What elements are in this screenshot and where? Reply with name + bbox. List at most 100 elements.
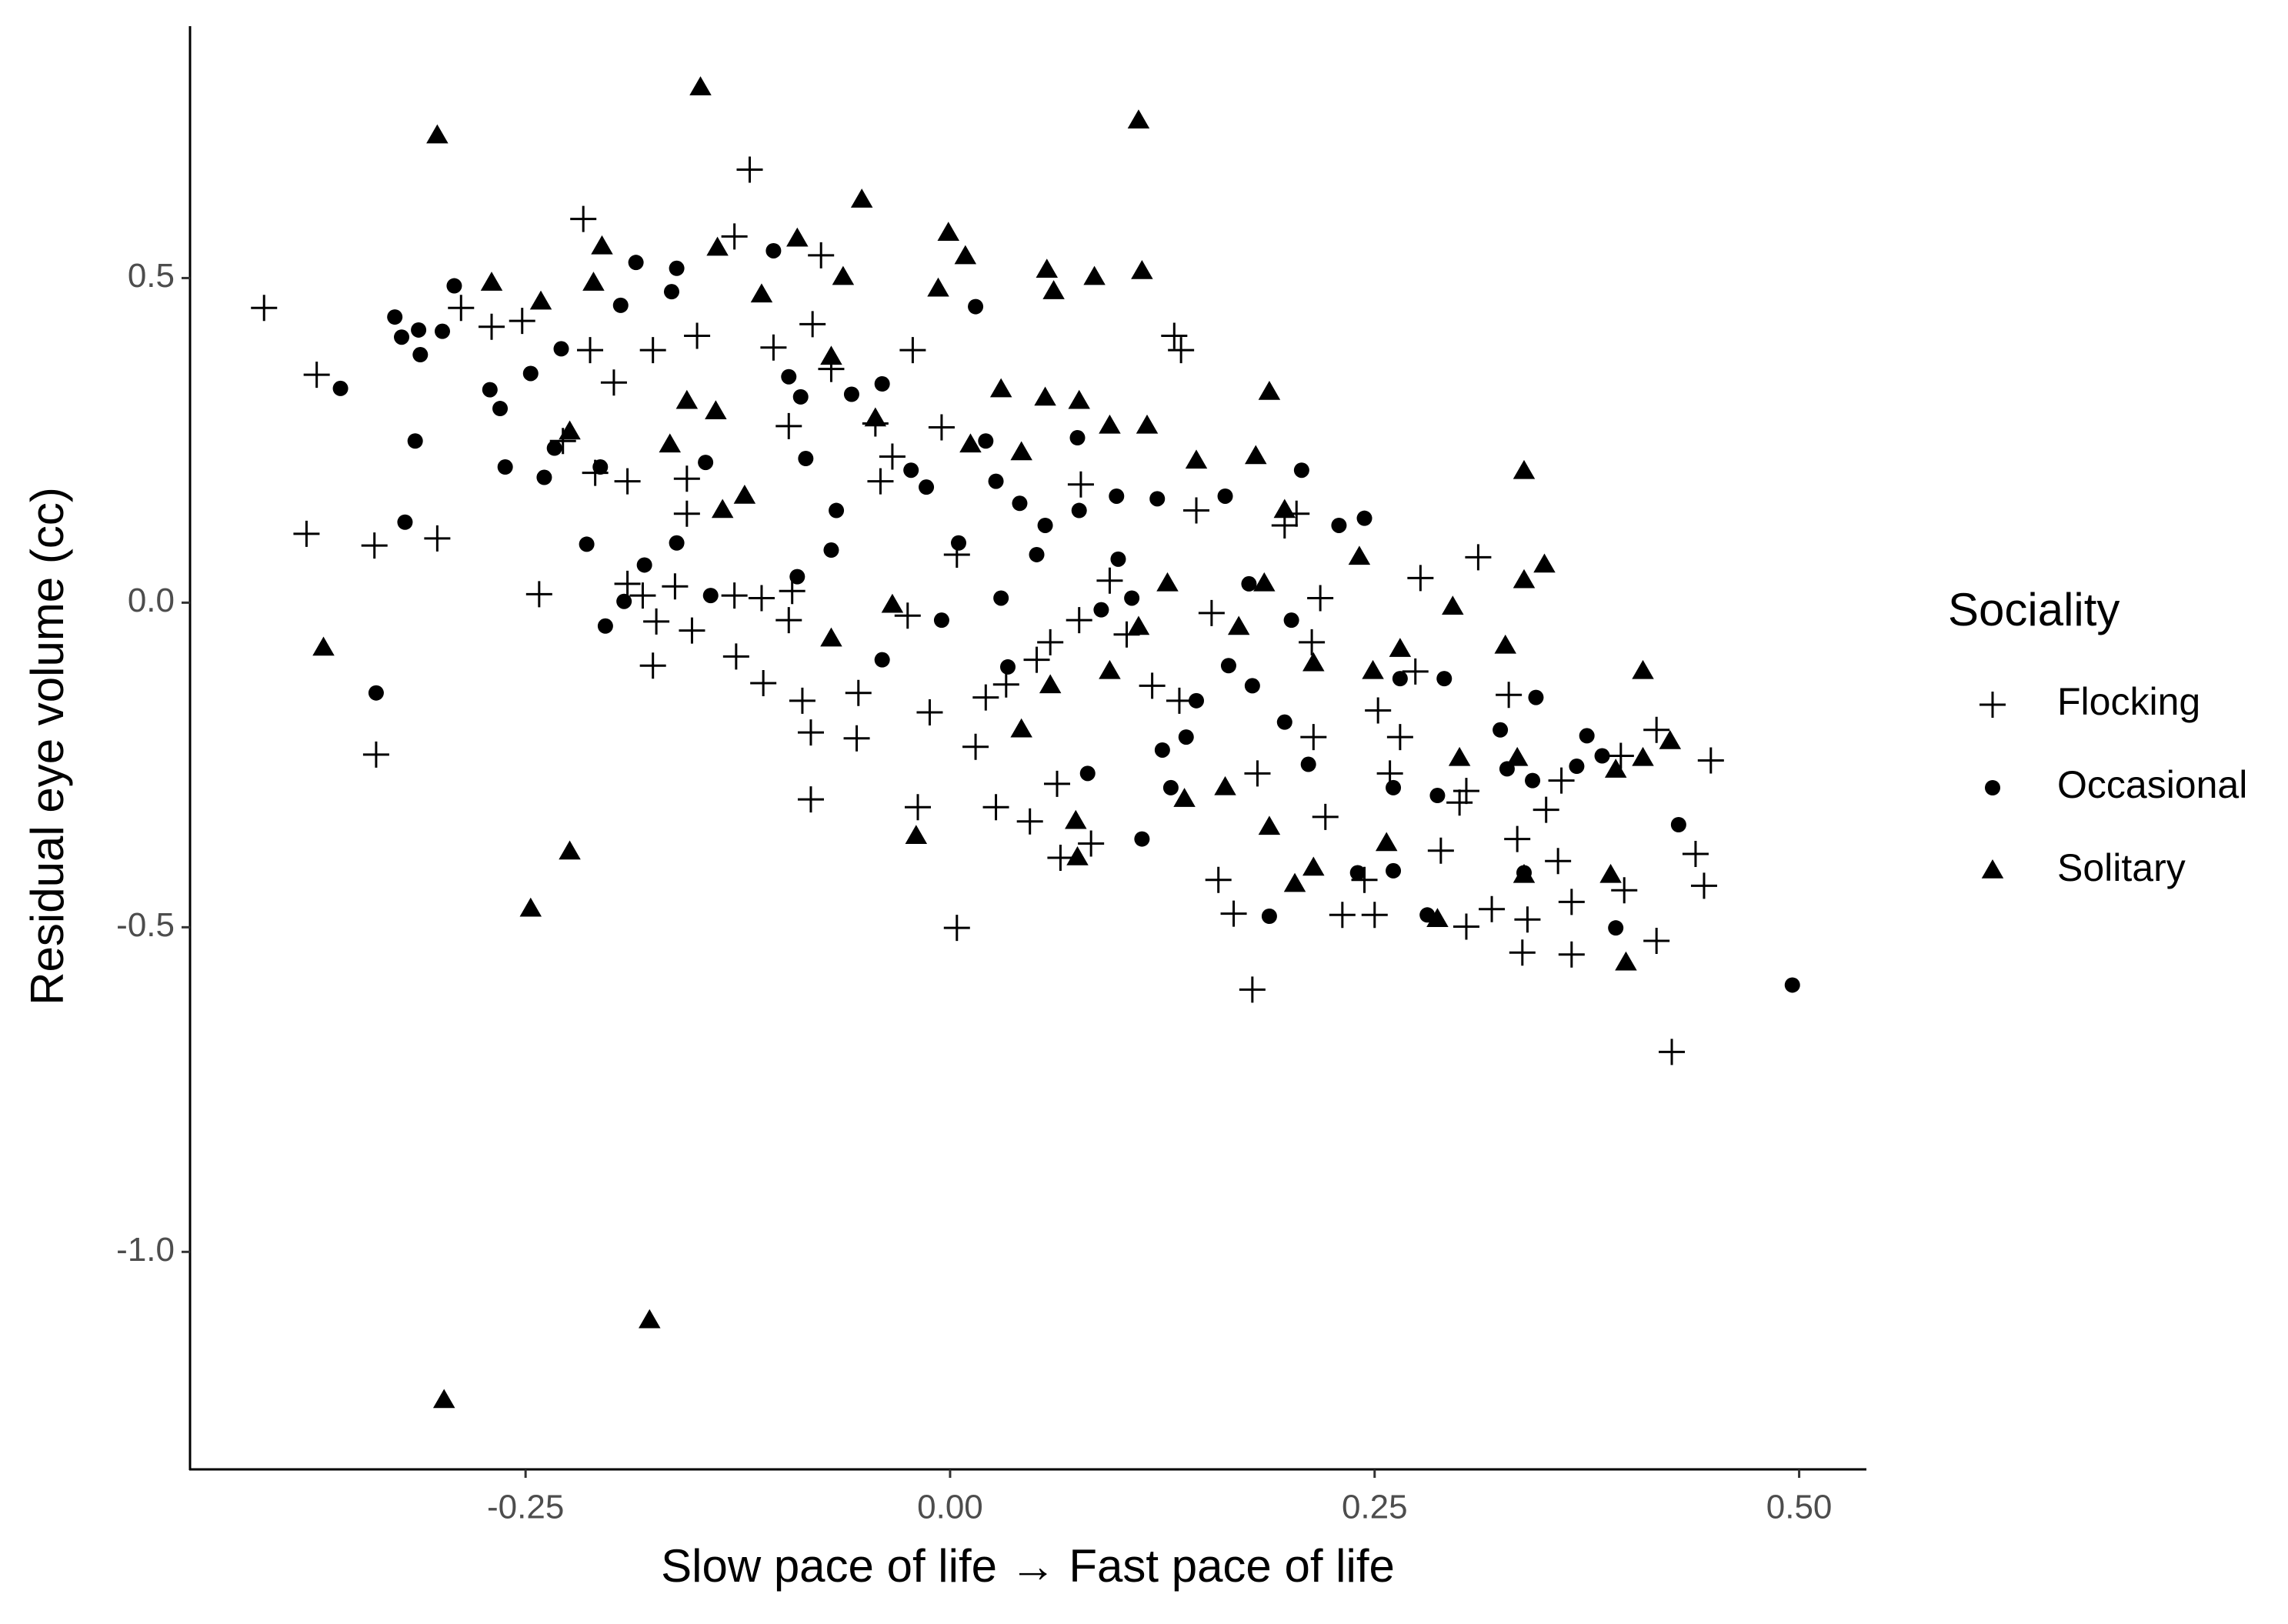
point xyxy=(750,283,773,303)
point xyxy=(432,1389,455,1409)
point xyxy=(663,284,679,300)
point xyxy=(1083,265,1106,285)
point xyxy=(1244,678,1260,694)
point xyxy=(570,205,597,232)
point xyxy=(899,337,926,364)
point xyxy=(1124,590,1140,606)
point xyxy=(1110,551,1126,567)
point xyxy=(927,277,949,297)
point xyxy=(536,469,552,485)
legend-key xyxy=(1981,859,2004,879)
point xyxy=(775,412,802,439)
point xyxy=(1149,491,1166,507)
point xyxy=(1419,907,1436,923)
point xyxy=(1494,634,1516,654)
point xyxy=(553,341,569,357)
point xyxy=(916,699,943,726)
point xyxy=(1258,380,1281,400)
point xyxy=(1065,809,1087,829)
point xyxy=(1643,716,1670,743)
point xyxy=(1078,830,1105,857)
point xyxy=(293,520,320,547)
point xyxy=(479,313,505,340)
point xyxy=(614,570,641,597)
point xyxy=(675,389,699,409)
point xyxy=(1659,729,1682,749)
point xyxy=(1632,746,1654,766)
point xyxy=(1156,572,1179,592)
point xyxy=(879,443,906,470)
point xyxy=(1509,939,1536,966)
plot-area xyxy=(251,76,1800,1409)
point xyxy=(1407,565,1434,592)
point xyxy=(943,915,970,942)
y-tick-label: 0.0 xyxy=(128,582,175,619)
point xyxy=(919,479,935,495)
point xyxy=(1615,951,1637,971)
legend-title: Sociality xyxy=(1948,584,2120,635)
point xyxy=(482,382,498,398)
point xyxy=(1068,389,1090,409)
point xyxy=(799,311,826,338)
point xyxy=(1134,831,1150,847)
point xyxy=(669,260,685,276)
point xyxy=(1245,445,1267,465)
point xyxy=(1244,760,1271,787)
point xyxy=(1198,599,1225,626)
point xyxy=(1258,815,1281,835)
point xyxy=(1558,941,1585,968)
point xyxy=(1096,567,1123,594)
point xyxy=(1448,746,1471,766)
point xyxy=(434,323,450,339)
point xyxy=(959,433,982,453)
point xyxy=(993,590,1009,606)
point xyxy=(394,329,410,345)
y-tick-label: 0.5 xyxy=(128,257,175,295)
point xyxy=(1604,759,1627,778)
point xyxy=(1690,872,1717,899)
point xyxy=(832,265,855,285)
point xyxy=(1386,779,1402,795)
point xyxy=(1299,629,1326,655)
point xyxy=(368,685,384,701)
point xyxy=(1513,863,1536,883)
point xyxy=(1365,697,1392,724)
point xyxy=(616,593,632,609)
point xyxy=(797,786,824,813)
point xyxy=(525,581,552,608)
point xyxy=(509,308,535,335)
point xyxy=(612,297,629,313)
point xyxy=(736,156,763,183)
legend-label: Flocking xyxy=(2057,680,2200,723)
point xyxy=(669,535,685,551)
point xyxy=(1010,718,1032,738)
point xyxy=(798,451,814,467)
point xyxy=(251,295,278,322)
point xyxy=(1506,746,1529,766)
point xyxy=(1784,977,1800,993)
point xyxy=(614,468,641,495)
point xyxy=(808,242,835,268)
point xyxy=(1386,724,1413,751)
point xyxy=(559,420,581,440)
point xyxy=(628,255,644,271)
point xyxy=(1276,714,1292,730)
point xyxy=(1283,612,1299,629)
point xyxy=(1611,877,1638,904)
point xyxy=(1429,788,1446,804)
point xyxy=(1375,832,1398,852)
point xyxy=(881,593,904,613)
point xyxy=(1178,729,1194,745)
point xyxy=(1161,322,1188,349)
point xyxy=(781,368,797,385)
point xyxy=(412,347,429,363)
x-tick-label: 0.50 xyxy=(1766,1489,1833,1526)
point xyxy=(1066,846,1089,865)
point xyxy=(1039,674,1062,694)
point xyxy=(982,794,1009,821)
point xyxy=(1453,913,1479,940)
point xyxy=(1496,682,1523,709)
point xyxy=(786,227,809,247)
point xyxy=(1042,280,1065,299)
point xyxy=(962,733,989,760)
